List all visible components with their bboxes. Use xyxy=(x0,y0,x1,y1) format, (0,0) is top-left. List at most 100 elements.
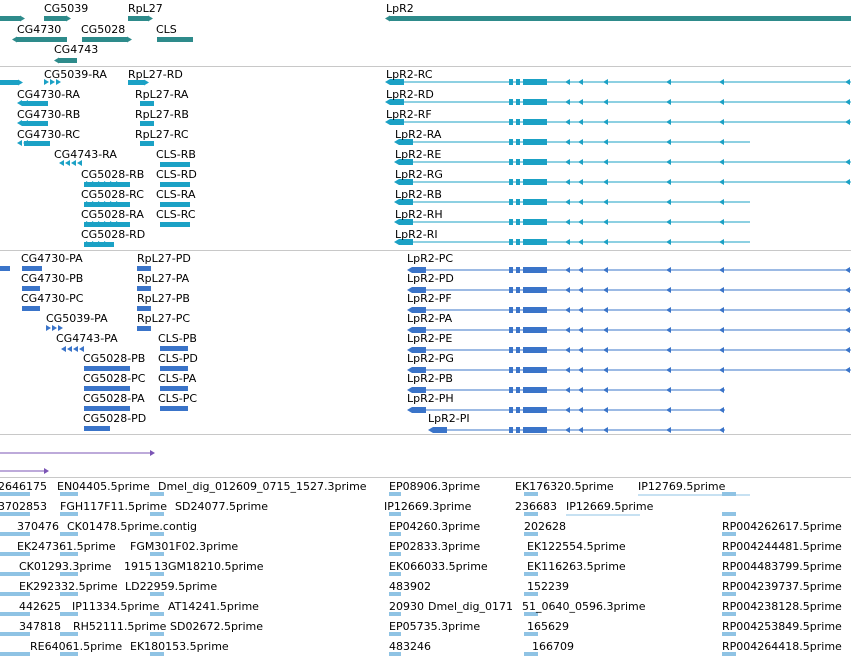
protein-label[interactable]: LpR2-PD xyxy=(407,272,454,285)
est-label[interactable]: AT14241.5prime xyxy=(168,600,259,613)
transcript-label[interactable]: LpR2-RI xyxy=(395,228,438,241)
protein-label[interactable]: CG5028-PC xyxy=(83,372,146,385)
transcript-label[interactable]: RpL27-RD xyxy=(128,68,183,81)
protein-label[interactable]: CG5028-PD xyxy=(83,412,147,425)
gene-label[interactable]: RpL27 xyxy=(128,2,163,15)
est-label[interactable]: Dmel_dig_012609_0715_1527.3prime xyxy=(158,480,367,493)
protein-label[interactable]: CLS-PD xyxy=(158,352,198,365)
transcript-label[interactable]: CG5028-RD xyxy=(81,228,146,241)
transcript-label[interactable]: RpL27-RB xyxy=(135,108,189,121)
gene-label[interactable]: LpR2 xyxy=(386,2,414,15)
est-label[interactable]: Dmel_dig_0171 xyxy=(428,600,514,613)
protein-label[interactable]: LpR2-PF xyxy=(407,292,452,305)
transcript-label[interactable]: LpR2-RE xyxy=(395,148,442,161)
est-label[interactable]: 20930 xyxy=(389,600,424,613)
gene-label[interactable]: CG5039 xyxy=(44,2,89,15)
protein-label[interactable]: CG4730-PB xyxy=(21,272,84,285)
protein-label[interactable]: CLS-PB xyxy=(158,332,197,345)
est-label[interactable]: 370476 xyxy=(17,520,59,533)
gene-label[interactable]: CG4743 xyxy=(54,43,99,56)
protein-label[interactable]: CG5028-PB xyxy=(83,352,146,365)
est-label[interactable]: RP004244481.5prime xyxy=(722,540,842,553)
transcript-label[interactable]: LpR2-RB xyxy=(395,188,442,201)
est-label[interactable]: 152239 xyxy=(527,580,569,593)
transcript-label[interactable]: CG5028-RA xyxy=(81,208,144,221)
protein-label[interactable]: RpL27-PB xyxy=(137,292,190,305)
protein-label[interactable]: LpR2-PE xyxy=(407,332,453,345)
est-label[interactable]: 1915 xyxy=(124,560,152,573)
est-label[interactable]: 483246 xyxy=(389,640,431,653)
est-label[interactable]: CK01293.3prime xyxy=(19,560,112,573)
est-label[interactable]: EK180153.5prime xyxy=(130,640,229,653)
est-label[interactable]: IP12669.3prime xyxy=(384,500,472,513)
protein-label[interactable]: LpR2-PH xyxy=(407,392,454,405)
transcript-label[interactable]: LpR2-RA xyxy=(395,128,442,141)
est-label[interactable]: FGH117F11.5prime xyxy=(60,500,167,513)
est-label[interactable]: IP11334.5prime xyxy=(72,600,160,613)
est-label[interactable]: SD24077.5prime xyxy=(175,500,268,513)
est-label[interactable]: EK292332.5prime xyxy=(19,580,118,593)
est-label[interactable]: EN04405.5prime xyxy=(57,480,150,493)
est-label[interactable]: RP004239737.5prime xyxy=(722,580,842,593)
protein-label[interactable]: LpR2-PA xyxy=(407,312,453,325)
protein-label[interactable]: CG5028-PA xyxy=(83,392,145,405)
protein-label[interactable]: RpL27-PA xyxy=(137,272,190,285)
protein-label[interactable]: LpR2-PG xyxy=(407,352,454,365)
protein-label[interactable]: RpL27-PC xyxy=(137,312,191,325)
est-label[interactable]: LD22959.5prime xyxy=(125,580,218,593)
transcript-label[interactable]: RpL27-RC xyxy=(135,128,189,141)
est-label[interactable]: EK066033.5prime xyxy=(389,560,488,573)
est-label[interactable]: CK01478.5prime.contig xyxy=(67,520,198,533)
est-label[interactable]: 51_0640_0596.3prime xyxy=(522,600,646,613)
est-label[interactable]: EP04260.3prime xyxy=(389,520,481,533)
transcript-label[interactable]: RpL27-RA xyxy=(135,88,189,101)
transcript-label[interactable]: LpR2-RH xyxy=(395,208,443,221)
protein-label[interactable]: LpR2-PB xyxy=(407,372,453,385)
transcript-label[interactable]: CG5039-RA xyxy=(44,68,107,81)
est-label[interactable]: 347818 xyxy=(19,620,61,633)
transcript-label[interactable]: CLS-RB xyxy=(156,148,196,161)
transcript-label[interactable]: CG5028-RC xyxy=(81,188,144,201)
est-label[interactable]: 13GM18210.5prime xyxy=(154,560,264,573)
transcript-label[interactable]: CLS-RD xyxy=(156,168,197,181)
protein-label[interactable]: CG4730-PA xyxy=(21,252,83,265)
est-label[interactable]: 442625 xyxy=(19,600,61,613)
est-label[interactable]: IP12769.5prime xyxy=(638,480,726,493)
est-label[interactable]: EP02833.3prime xyxy=(389,540,481,553)
est-label[interactable]: EK247361.5prime xyxy=(17,540,116,553)
transcript-label[interactable]: CG5028-RB xyxy=(81,168,145,181)
transcript-label[interactable]: LpR2-RD xyxy=(386,88,434,101)
transcript-label[interactable]: LpR2-RC xyxy=(386,68,433,81)
transcript-label[interactable]: CG4743-RA xyxy=(54,148,117,161)
est-label[interactable]: 165629 xyxy=(527,620,569,633)
est-label[interactable]: 2646175 xyxy=(0,480,47,493)
est-label[interactable]: EK122554.5prime xyxy=(527,540,626,553)
transcript-label[interactable]: CG4730-RB xyxy=(17,108,81,121)
est-label[interactable]: RH52111.5prime xyxy=(73,620,167,633)
est-label[interactable]: RP004264418.5prime xyxy=(722,640,842,653)
est-label[interactable]: IP12669.5prime xyxy=(566,500,654,513)
transcript-label[interactable]: CLS-RA xyxy=(156,188,196,201)
est-label[interactable]: EK176320.5prime xyxy=(515,480,614,493)
est-label[interactable]: 3702853 xyxy=(0,500,47,513)
transcript-label[interactable]: LpR2-RG xyxy=(395,168,443,181)
transcript-label[interactable]: CLS-RC xyxy=(156,208,196,221)
est-label[interactable]: EK116263.5prime xyxy=(527,560,626,573)
est-label[interactable]: FGM301F02.3prime xyxy=(130,540,239,553)
protein-label[interactable]: CLS-PA xyxy=(158,372,197,385)
est-label[interactable]: RE64061.5prime xyxy=(30,640,123,653)
est-label[interactable]: RP004262617.5prime xyxy=(722,520,842,533)
protein-label[interactable]: CG4743-PA xyxy=(56,332,118,345)
protein-label[interactable]: CLS-PC xyxy=(158,392,198,405)
transcript-label[interactable]: CG4730-RA xyxy=(17,88,80,101)
transcript-label[interactable]: LpR2-RF xyxy=(386,108,432,121)
protein-label[interactable]: RpL27-PD xyxy=(137,252,191,265)
est-label[interactable]: RP004238128.5prime xyxy=(722,600,842,613)
est-label[interactable]: EP08906.3prime xyxy=(389,480,481,493)
est-label[interactable]: SD02672.5prime xyxy=(170,620,263,633)
protein-label[interactable]: LpR2-PI xyxy=(428,412,470,425)
protein-label[interactable]: LpR2-PC xyxy=(407,252,454,265)
est-label[interactable]: 166709 xyxy=(532,640,574,653)
est-label[interactable]: 202628 xyxy=(524,520,566,533)
transcript-label[interactable]: CG4730-RC xyxy=(17,128,80,141)
